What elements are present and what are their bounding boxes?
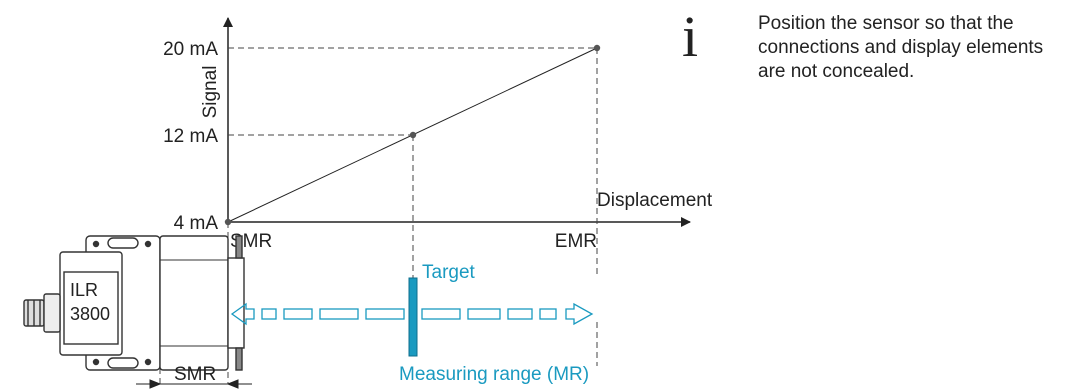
x-tick-label: EMR: [555, 231, 597, 252]
sensor-label: ILR: [70, 280, 98, 300]
info-icon: i: [682, 4, 699, 69]
x-axis-label: Displacement: [597, 190, 713, 211]
sensor-device: [23, 235, 245, 371]
y-tick-label: 12 mA: [163, 126, 218, 147]
measuring-range-arrow: [230, 302, 594, 326]
y-tick-label: 4 mA: [174, 213, 219, 234]
point-20ma: [593, 44, 601, 52]
sensor-label: 3800: [70, 304, 110, 324]
y-axis-label: Signal: [200, 66, 221, 119]
smr-dimension: [136, 379, 252, 389]
target-plate: [408, 277, 418, 357]
smr-bottom-label: SMR: [174, 364, 216, 385]
point-4ma: [224, 218, 232, 226]
info-note: i Position the sensor so that the connec…: [680, 8, 1068, 108]
point-12ma: [409, 131, 417, 139]
info-note-text: Position the sensor so that the connecti…: [758, 13, 1044, 82]
y-tick-label: 20 mA: [163, 39, 218, 60]
measuring-range-label: Measuring range (MR): [399, 364, 589, 385]
target-label: Target: [422, 262, 476, 283]
